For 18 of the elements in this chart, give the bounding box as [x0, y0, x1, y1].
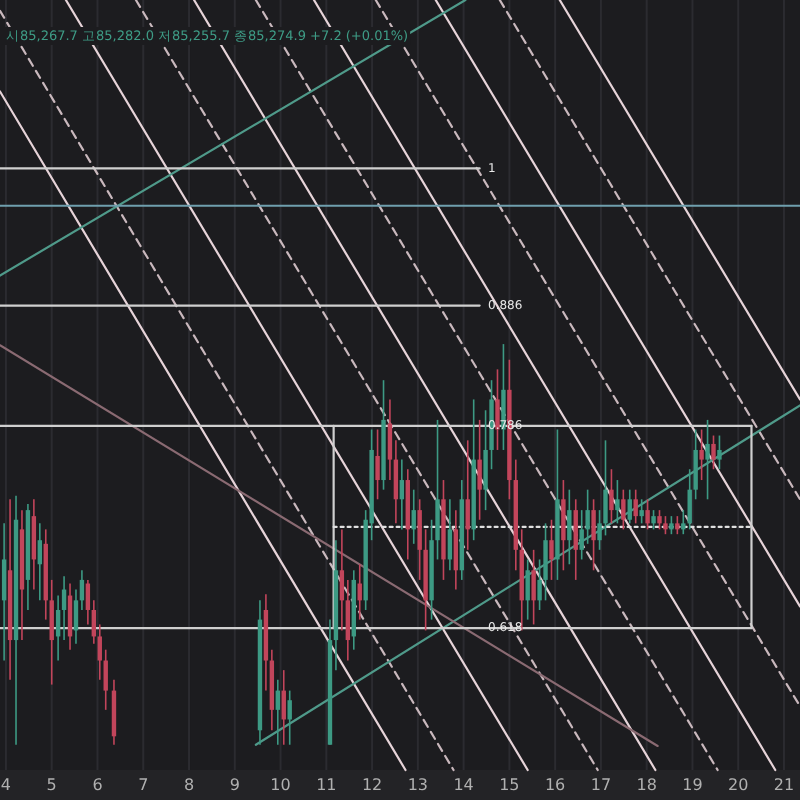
x-tick-label: 19 [682, 776, 703, 794]
x-tick-label: 9 [229, 776, 240, 794]
x-tick-label: 15 [499, 776, 520, 794]
x-tick-label: 17 [590, 776, 612, 794]
x-tick-label: 13 [407, 776, 429, 794]
x-tick-label: 8 [183, 776, 195, 794]
x-tick-label: 11 [316, 776, 337, 794]
x-tick-label: 4 [0, 776, 12, 794]
x-tick-label: 16 [544, 776, 566, 794]
x-tick-label: 10 [270, 776, 291, 794]
x-tick-label: 21 [773, 776, 795, 794]
x-tick-label: 7 [138, 776, 149, 794]
x-tick-label: 14 [453, 776, 474, 794]
x-tick-label: 5 [46, 776, 57, 794]
x-tick-label: 18 [636, 776, 657, 794]
x-tick-label: 12 [361, 776, 383, 794]
x-tick-label: 20 [728, 776, 749, 794]
x-tick-label: 6 [92, 776, 103, 794]
